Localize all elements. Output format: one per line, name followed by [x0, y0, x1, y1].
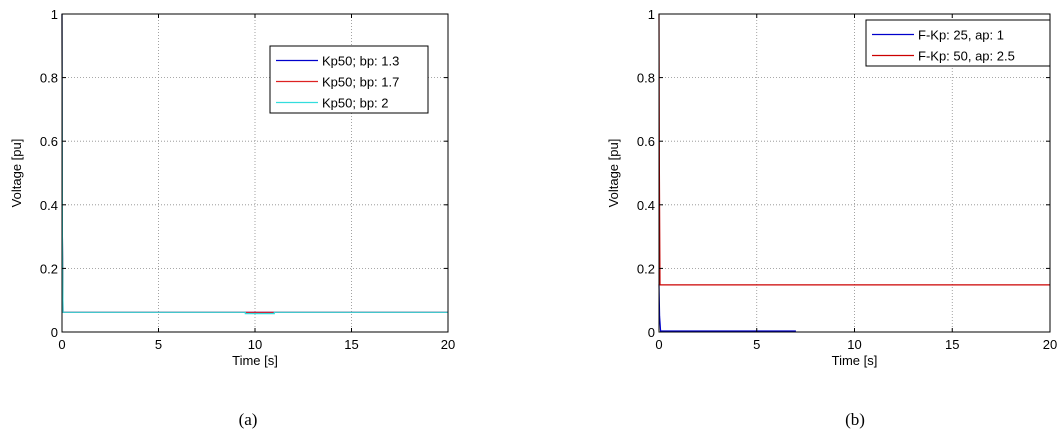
- legend: Kp50; bp: 1.3 Kp50; bp: 1.7 Kp50; bp: 2: [269, 45, 429, 114]
- y-tick-label: 0.8: [637, 71, 655, 86]
- series-line-1: [658, 284, 796, 332]
- chart-caption: (b): [845, 410, 865, 429]
- y-tick-label: 0: [648, 325, 655, 340]
- y-tick-label: 0.6: [40, 134, 58, 149]
- chart-b: 0 5 10 15 20 0 0.2 0.4 0.6 0.8 1 Time [s] Voltage [p…: [606, 7, 1057, 429]
- y-tick-label: 0.2: [40, 261, 58, 276]
- x-tick-label: 15: [344, 337, 358, 352]
- y-tick-label: 0.4: [637, 198, 655, 213]
- legend-entry-1: F-Kp: 25, ap: 1: [918, 28, 1004, 43]
- grid: [659, 14, 1050, 332]
- x-tick-label: 0: [655, 337, 662, 352]
- x-tick-label: 5: [753, 337, 760, 352]
- y-axis-label: Voltage [pu]: [606, 139, 621, 208]
- legend: F-Kp: 25, ap: 1 F-Kp: 50, ap: 2.5: [865, 19, 1051, 67]
- y-axis-label: Voltage [pu]: [9, 139, 24, 208]
- y-tick-label: 0.2: [637, 261, 655, 276]
- y-tick-label: 0.4: [40, 198, 58, 213]
- legend-box: [269, 45, 429, 114]
- legend-entry-1: Kp50; bp: 1.3: [322, 54, 399, 69]
- x-axis-label: Time [s]: [232, 353, 278, 368]
- x-tick-label: 20: [1043, 337, 1057, 352]
- y-tick-label: 0: [51, 325, 58, 340]
- x-tick-label: 10: [248, 337, 262, 352]
- chart-caption: (a): [239, 410, 258, 429]
- legend-entry-2: F-Kp: 50, ap: 2.5: [918, 49, 1015, 64]
- y-tick-label: 0.6: [637, 134, 655, 149]
- legend-box: [865, 19, 1051, 67]
- x-tick-label: 10: [847, 337, 861, 352]
- legend-entry-2: Kp50; bp: 1.7: [322, 75, 399, 90]
- x-tick-label: 15: [945, 337, 959, 352]
- y-tick-label: 1: [648, 7, 655, 22]
- legend-entry-3: Kp50; bp: 2: [322, 96, 389, 111]
- y-tick-label: 0.8: [40, 71, 58, 86]
- y-tick-label: 1: [51, 7, 58, 22]
- x-tick-label: 0: [58, 337, 65, 352]
- x-tick-label: 5: [155, 337, 162, 352]
- chart-a: 0 5 10 15 20 0 0.2 0.4 0.6 0.8 1 Time [s] Voltage [p…: [9, 7, 455, 429]
- x-axis-label: Time [s]: [832, 353, 878, 368]
- x-tick-label: 20: [441, 337, 455, 352]
